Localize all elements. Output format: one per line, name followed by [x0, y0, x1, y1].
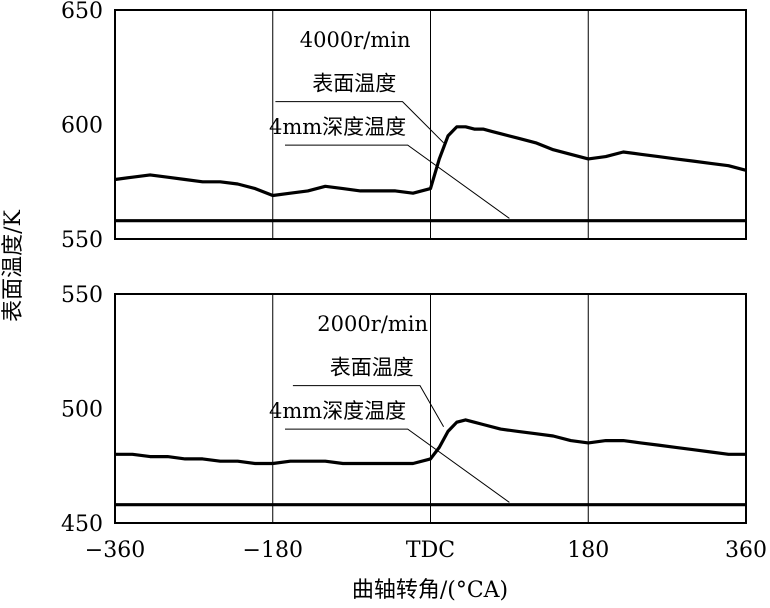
top-ytick-label-1: 600	[61, 114, 103, 139]
top-ytick-label-2: 650	[61, 0, 103, 24]
bottom-y-tick-labels: 450 500 550	[61, 283, 103, 537]
top-leader-depth	[285, 144, 510, 219]
x-tick-label-2: TDC	[406, 538, 455, 563]
x-axis-title: 曲轴转角/(°CA)	[352, 578, 508, 603]
x-tick-label-4: 360	[725, 538, 767, 563]
x-tick-label-3: 180	[567, 538, 609, 563]
top-ytick-label-0: 550	[61, 228, 103, 253]
top-annotation-2: 4mm深度温度	[269, 115, 406, 139]
bottom-annotation-2: 4mm深度温度	[269, 399, 406, 423]
x-tick-label-0: −360	[85, 538, 145, 563]
bottom-series-surface-temperature	[115, 418, 746, 466]
top-y-tick-labels: 550 600 650	[61, 0, 103, 253]
top-series-group	[114, 125, 747, 223]
bottom-ytick-label-0: 450	[61, 512, 103, 537]
bottom-panel: 450 500 550 2000r/min 表面温度 4mm深度温度	[61, 283, 747, 537]
x-tick-labels: −360 −180 TDC 180 360	[85, 538, 767, 563]
top-gridlines	[272, 10, 589, 239]
top-series-surface-temperature	[114, 125, 747, 198]
top-panel: 550 600 650 4000r/min 表面温度 4mm深度温度	[61, 0, 747, 253]
bottom-ytick-label-2: 550	[61, 283, 103, 308]
y-axis-title: 表面温度/K	[1, 210, 26, 322]
bottom-annotation-1: 表面温度	[330, 355, 414, 379]
bottom-gridlines	[272, 294, 589, 523]
top-annotations: 4000r/min 表面温度 4mm深度温度	[269, 28, 510, 219]
top-annotation-0: 4000r/min	[300, 28, 411, 52]
bottom-annotations: 2000r/min 表面温度 4mm深度温度	[269, 312, 510, 503]
bottom-leader-depth	[285, 428, 510, 503]
bottom-annotation-0: 2000r/min	[317, 312, 428, 336]
x-tick-label-1: −180	[243, 538, 303, 563]
top-annotation-1: 表面温度	[312, 71, 396, 95]
top-leader-surface	[275, 101, 444, 144]
bottom-leader-surface	[292, 385, 445, 428]
bottom-ytick-label-1: 500	[61, 398, 103, 423]
bottom-series-group	[115, 418, 746, 507]
